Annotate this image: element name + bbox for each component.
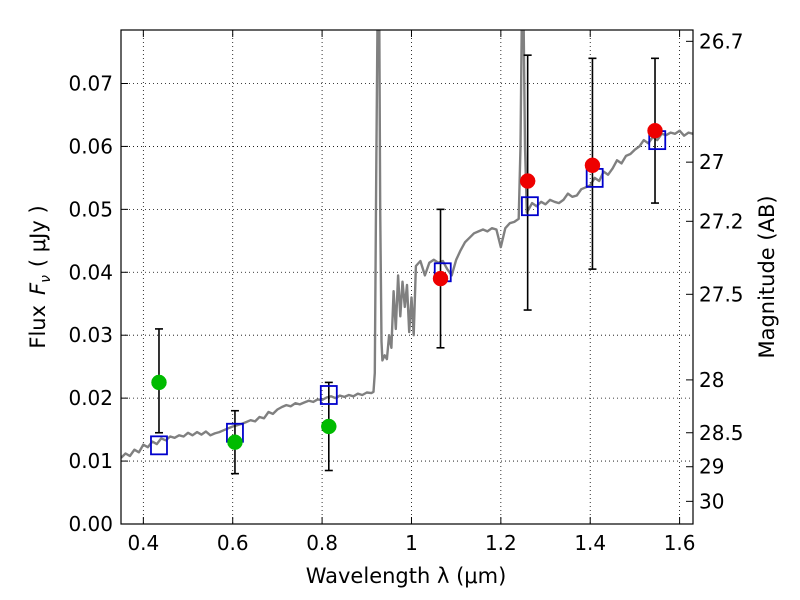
mag-tick-label: 30 xyxy=(699,489,724,513)
y-tick-label: 0.00 xyxy=(68,512,113,536)
errorbar-layer xyxy=(154,54,660,475)
measurement-layer xyxy=(151,122,663,450)
y-tick-label: 0.04 xyxy=(68,260,113,284)
red-data-point xyxy=(647,122,663,139)
x-tick-label: 1.4 xyxy=(574,531,606,555)
model-square-point xyxy=(520,196,539,217)
y-tick-label: 0.01 xyxy=(68,449,113,473)
y2-axis-label: Magnitude (AB) xyxy=(755,195,779,358)
model-square-point xyxy=(319,385,338,405)
x-tick-label: 0.8 xyxy=(306,531,338,555)
mag-tick-label: 29 xyxy=(699,455,724,479)
mag-tick-label: 27.5 xyxy=(699,282,744,306)
y-tick-label: 0.02 xyxy=(68,386,113,410)
green-data-point xyxy=(151,374,167,391)
spectrum-line xyxy=(121,30,693,459)
red-data-point xyxy=(519,173,536,189)
y-tick-label: 0.07 xyxy=(68,71,113,95)
x-tick-label: 1.2 xyxy=(485,531,517,555)
y-tick-label: 0.05 xyxy=(68,197,113,221)
mag-tick-label: 28.5 xyxy=(699,421,744,445)
axis-ticks: 0.4 0.6 0.8 1 1.2 1.4 1.6 0.00 0.01 0.02 0.03 0.04 0… xyxy=(68,29,743,555)
green-data-point xyxy=(321,418,337,435)
x-tick-label: 1.6 xyxy=(664,531,696,555)
red-data-point xyxy=(584,157,601,174)
x-tick-label: 0.4 xyxy=(127,531,159,555)
red-data-point xyxy=(432,270,449,287)
spectrum-layer xyxy=(121,30,693,459)
green-data-point xyxy=(227,434,243,450)
mag-tick-label: 27 xyxy=(699,150,724,174)
y-tick-label: 0.03 xyxy=(68,323,113,347)
model-square-point xyxy=(150,435,168,456)
mag-tick-label: 27.2 xyxy=(699,209,744,233)
mag-tick-label: 28 xyxy=(699,368,724,392)
mag-tick-label: 26.7 xyxy=(699,29,744,53)
x-tick-label: 1 xyxy=(405,531,418,555)
plot-frame xyxy=(120,29,694,525)
y-tick-label: 0.06 xyxy=(68,134,113,158)
y-axis-label: FluxFν( μJy ) xyxy=(26,205,54,348)
x-axis-label: Wavelength λ (μm) xyxy=(306,564,507,588)
x-tick-label: 0.6 xyxy=(217,531,249,555)
grid-lines xyxy=(121,30,693,525)
